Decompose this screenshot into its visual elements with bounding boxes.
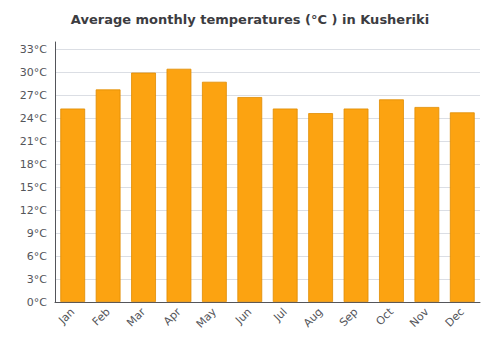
- svg-text:Average monthly temperatures (: Average monthly temperatures (°C ) in Ku…: [71, 12, 429, 27]
- svg-text:30°C: 30°C: [20, 66, 47, 79]
- svg-text:Oct: Oct: [373, 305, 396, 328]
- svg-text:33°C: 33°C: [20, 43, 47, 56]
- svg-text:Aug: Aug: [301, 305, 325, 329]
- svg-text:12°C: 12°C: [20, 204, 47, 217]
- svg-text:0°C: 0°C: [27, 296, 47, 309]
- svg-text:27°C: 27°C: [20, 89, 47, 102]
- svg-text:Dec: Dec: [443, 305, 467, 329]
- svg-text:Feb: Feb: [90, 305, 113, 328]
- svg-text:Jul: Jul: [271, 305, 290, 324]
- svg-text:Mar: Mar: [124, 305, 148, 329]
- svg-text:Jun: Jun: [232, 305, 254, 327]
- svg-text:18°C: 18°C: [20, 158, 47, 171]
- svg-text:21°C: 21°C: [20, 135, 47, 148]
- svg-text:24°C: 24°C: [20, 112, 47, 125]
- svg-text:9°C: 9°C: [27, 227, 47, 240]
- svg-text:May: May: [194, 305, 220, 331]
- svg-text:Sep: Sep: [337, 305, 361, 329]
- svg-text:6°C: 6°C: [27, 250, 47, 263]
- svg-text:Jan: Jan: [55, 305, 77, 327]
- svg-text:Nov: Nov: [407, 305, 432, 330]
- svg-text:3°C: 3°C: [27, 273, 47, 286]
- svg-text:Apr: Apr: [161, 305, 184, 328]
- svg-text:15°C: 15°C: [20, 181, 47, 194]
